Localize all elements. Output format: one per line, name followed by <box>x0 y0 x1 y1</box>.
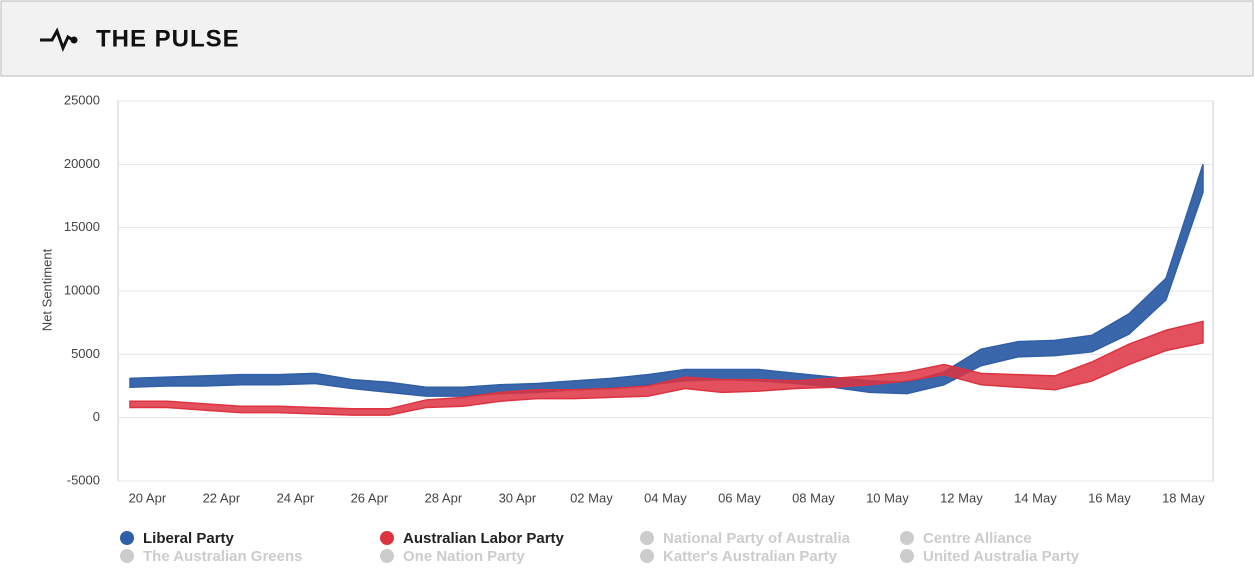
y-tick-label: 20000 <box>64 156 100 171</box>
legend-label[interactable]: Liberal Party <box>143 530 235 547</box>
header-bar <box>0 0 1254 77</box>
pulse-icon <box>40 27 74 53</box>
x-tick-label: 30 Apr <box>499 490 537 505</box>
x-tick-label: 04 May <box>644 490 687 505</box>
y-tick-label: -5000 <box>67 472 100 487</box>
x-tick-label: 24 Apr <box>277 490 315 505</box>
x-tick-label: 16 May <box>1088 490 1131 505</box>
legend-marker <box>120 549 134 563</box>
band-area <box>129 164 1204 397</box>
x-tick-label: 06 May <box>718 490 761 505</box>
header-title: THE PULSE <box>96 25 240 52</box>
y-tick-label: 15000 <box>64 219 100 234</box>
x-tick-label: 18 May <box>1162 490 1205 505</box>
x-tick-label: 28 Apr <box>425 490 463 505</box>
legend-label[interactable]: National Party of Australia <box>663 530 851 547</box>
y-tick-label: 0 <box>93 409 100 424</box>
legend-label[interactable]: United Australia Party <box>923 548 1080 565</box>
x-tick-label: 12 May <box>940 490 983 505</box>
x-tick-label: 14 May <box>1014 490 1057 505</box>
legend-marker <box>380 549 394 563</box>
legend-label[interactable]: Centre Alliance <box>923 530 1032 547</box>
legend-marker <box>640 549 654 563</box>
x-tick-label: 10 May <box>866 490 909 505</box>
legend-marker <box>120 531 134 545</box>
y-tick-label: 5000 <box>71 346 100 361</box>
legend-label[interactable]: The Australian Greens <box>143 548 303 565</box>
y-tick-label: 25000 <box>64 92 100 107</box>
pulse-icon-dot <box>70 36 78 44</box>
x-tick-label: 26 Apr <box>351 490 389 505</box>
x-tick-label: 22 Apr <box>203 490 241 505</box>
legend-marker <box>640 531 654 545</box>
x-tick-label: 20 Apr <box>129 490 167 505</box>
y-axis-label: Net Sentiment <box>39 248 54 331</box>
legend-label[interactable]: Katter's Australian Party <box>663 548 838 565</box>
legend-marker <box>380 531 394 545</box>
legend-label[interactable]: Australian Labor Party <box>403 530 565 547</box>
x-tick-label: 08 May <box>792 490 835 505</box>
band-area <box>129 320 1204 416</box>
legend-marker <box>900 531 914 545</box>
y-tick-label: 10000 <box>64 282 100 297</box>
x-tick-label: 02 May <box>570 490 613 505</box>
legend-label[interactable]: One Nation Party <box>403 548 525 565</box>
legend-marker <box>900 549 914 563</box>
